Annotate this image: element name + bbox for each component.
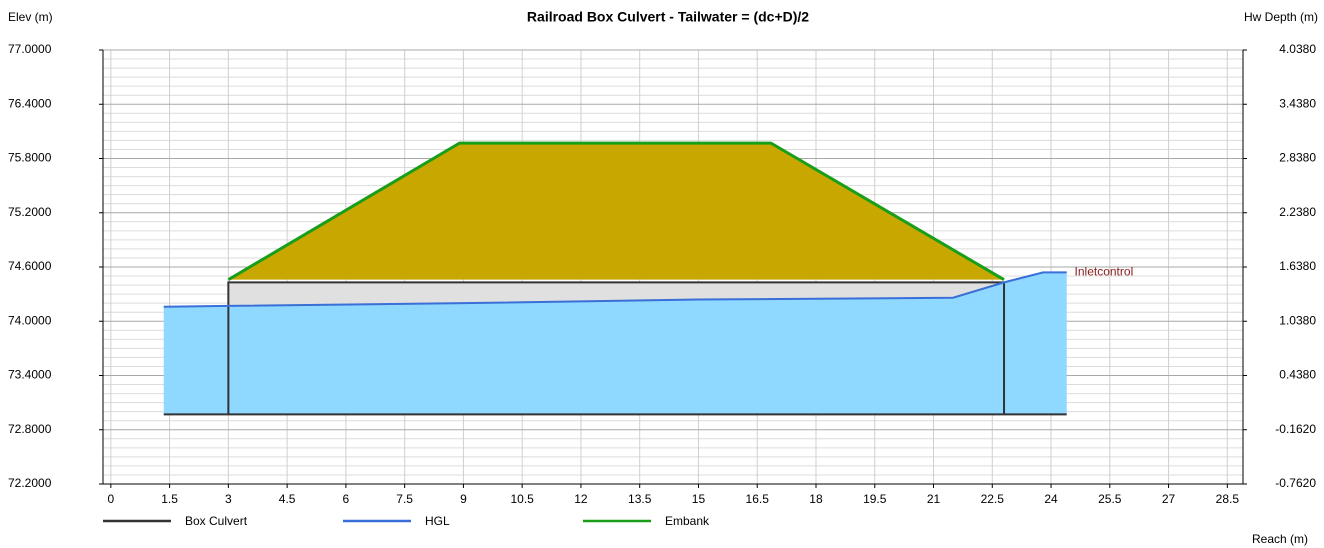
y2-tick-label: 1.6380 (1279, 259, 1316, 273)
y2-tick-label: 4.0380 (1279, 42, 1316, 56)
x-tick-label: 10.5 (510, 492, 534, 506)
x-tick-label: 13.5 (628, 492, 652, 506)
x-tick-label: 7.5 (396, 492, 413, 506)
x-tick-label: 19.5 (863, 492, 887, 506)
x-tick-label: 25.5 (1098, 492, 1122, 506)
embankment-area (228, 143, 1005, 280)
y-tick-label: 75.2000 (8, 205, 52, 219)
y2-tick-label: -0.1620 (1275, 422, 1316, 436)
x-tick-label: 28.5 (1216, 492, 1240, 506)
series-line (163, 281, 1067, 416)
y-tick-label: 74.6000 (8, 259, 52, 273)
annotation: Inletcontrol (1075, 265, 1134, 279)
y-tick-label: 77.0000 (8, 42, 52, 56)
legend-label: Embank (665, 514, 710, 528)
x-tick-label: 6 (343, 492, 350, 506)
y-axis-label: Elev (m) (8, 10, 53, 24)
x-tick-label: 0 (107, 492, 114, 506)
y-tick-label: 75.8000 (8, 151, 52, 165)
chart-title: Railroad Box Culvert - Tailwater = (dc+D… (527, 9, 809, 25)
x-tick-label: 24 (1044, 492, 1058, 506)
series-line (227, 141, 1005, 281)
series-line (163, 271, 1067, 308)
x-tick-label: 9 (460, 492, 467, 506)
x-tick-label: 18 (809, 492, 823, 506)
y-tick-label: 73.4000 (8, 368, 52, 382)
y2-tick-label: 2.8380 (1279, 151, 1316, 165)
y2-tick-label: 2.2380 (1279, 205, 1316, 219)
x-tick-label: 4.5 (279, 492, 296, 506)
y2-tick-label: -0.7620 (1275, 476, 1316, 490)
legend-label: Box Culvert (185, 514, 248, 528)
y-tick-label: 74.0000 (8, 313, 52, 327)
x-axis-label: Reach (m) (1252, 532, 1308, 546)
x-tick-label: 1.5 (161, 492, 178, 506)
y2-tick-label: 3.4380 (1279, 96, 1316, 110)
x-tick-label: 21 (927, 492, 941, 506)
x-tick-label: 12 (574, 492, 588, 506)
y2-tick-label: 0.4380 (1279, 368, 1316, 382)
legend-label: HGL (425, 514, 450, 528)
x-tick-label: 3 (225, 492, 232, 506)
x-tick-label: 15 (692, 492, 706, 506)
y2-axis-label: Hw Depth (m) (1244, 10, 1318, 24)
x-tick-label: 22.5 (981, 492, 1005, 506)
y2-tick-label: 1.0380 (1279, 313, 1316, 327)
x-tick-label: 27 (1162, 492, 1176, 506)
x-tick-label: 16.5 (746, 492, 770, 506)
y-tick-label: 72.8000 (8, 422, 52, 436)
water-area (163, 272, 1067, 415)
y-tick-label: 76.4000 (8, 96, 52, 110)
y-tick-label: 72.2000 (8, 476, 52, 490)
